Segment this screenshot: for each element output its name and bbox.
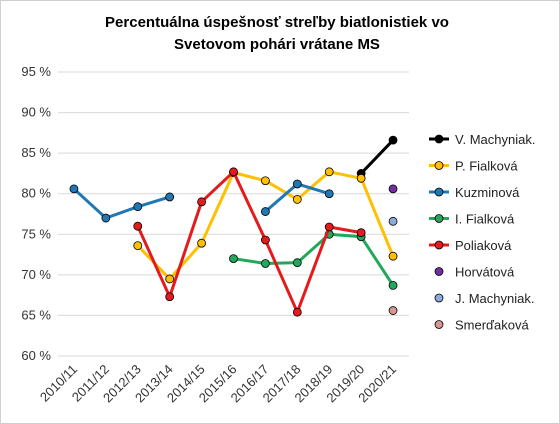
legend-item: J. Machyniak. <box>434 291 534 306</box>
y-tick-label: 80 % <box>21 186 51 201</box>
series-layer <box>69 135 398 317</box>
legend-label: Poliaková <box>455 238 512 253</box>
legend-marker <box>434 320 444 329</box>
y-tick-label: 65 % <box>21 307 51 322</box>
y-tick-label: 60 % <box>21 348 51 363</box>
data-point <box>292 258 302 268</box>
series-6 <box>388 216 398 226</box>
data-point <box>261 259 270 268</box>
legend-item: Kuzminová <box>429 185 520 200</box>
data-point <box>324 167 334 177</box>
y-axis-ticks: 60 % 65 % 70 % 75 % 80 % 85 % 90 % 95 % <box>21 64 51 363</box>
data-point <box>69 184 79 194</box>
legend-label: Horvátová <box>455 265 515 280</box>
series-4 <box>133 167 366 317</box>
data-point <box>261 235 270 245</box>
data-point <box>229 254 238 264</box>
data-point <box>388 184 398 194</box>
legend-label: V. Machyniak. <box>455 132 535 147</box>
data-point <box>133 202 143 212</box>
data-point <box>388 306 398 315</box>
legend-marker <box>434 214 444 223</box>
legend-label: Smerďaková <box>455 318 530 333</box>
series-2 <box>69 179 334 223</box>
data-point <box>133 221 143 231</box>
data-point <box>388 135 398 145</box>
series-3 <box>229 229 398 290</box>
series-0 <box>356 135 398 178</box>
legend-item: Horvátová <box>434 265 515 280</box>
legend-marker <box>434 134 444 144</box>
legend-label: I. Fialková <box>455 212 515 227</box>
data-point <box>292 179 302 189</box>
data-point <box>133 241 143 251</box>
data-point <box>229 167 238 177</box>
series-line <box>233 232 395 287</box>
series-line <box>360 139 395 175</box>
data-point <box>101 213 111 223</box>
data-point <box>388 216 398 226</box>
series-line <box>72 187 171 220</box>
data-point <box>165 274 175 284</box>
data-point <box>292 194 302 204</box>
chart-title-line-1: Percentuálna úspešnosť streľby biatlonis… <box>105 14 449 31</box>
legend-item: Smerďaková <box>434 318 530 333</box>
data-point <box>197 238 206 248</box>
data-point <box>197 197 206 207</box>
legend-marker <box>434 161 444 170</box>
data-point <box>388 251 398 261</box>
legend-item: I. Fialková <box>429 212 515 227</box>
data-point <box>388 281 398 290</box>
legend-item: Poliaková <box>429 238 512 253</box>
y-tick-label: 90 % <box>21 105 51 120</box>
legend-marker <box>434 240 444 250</box>
legend: V. Machyniak. P. Fialková Kuzminová I. Fial… <box>429 132 535 333</box>
legend-label: Kuzminová <box>455 185 520 200</box>
data-point <box>356 228 366 238</box>
data-point <box>356 173 366 183</box>
legend-item: V. Machyniak. <box>429 132 535 147</box>
series-line <box>136 170 362 314</box>
legend-marker <box>434 293 444 303</box>
legend-marker <box>434 267 444 276</box>
legend-item: P. Fialková <box>429 159 518 174</box>
y-tick-label: 75 % <box>21 226 51 241</box>
legend-label: J. Machyniak. <box>455 291 534 306</box>
legend-marker <box>434 187 444 197</box>
data-point <box>292 307 302 317</box>
legend-label: P. Fialková <box>455 159 518 174</box>
y-tick-label: 85 % <box>21 145 51 160</box>
data-point <box>324 222 334 232</box>
data-point <box>261 207 270 216</box>
data-point <box>261 176 270 186</box>
y-tick-label: 70 % <box>21 267 51 282</box>
series-5 <box>388 184 398 194</box>
y-tick-label: 95 % <box>21 64 51 79</box>
data-point <box>165 192 175 202</box>
x-axis-ticks: 2010/112011/122012/132013/142014/152015/… <box>37 362 399 406</box>
data-point <box>324 189 334 199</box>
series-7 <box>388 306 398 315</box>
data-point <box>165 292 175 302</box>
grid-layer <box>58 71 409 357</box>
chart-title-line-2: Svetovom pohári vrátane MS <box>174 36 380 53</box>
